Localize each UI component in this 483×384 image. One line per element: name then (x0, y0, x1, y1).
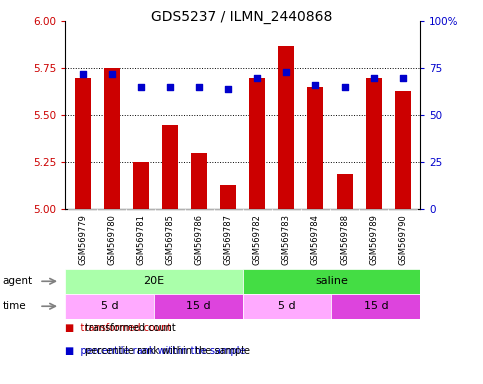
Bar (104, 68, 120, 209)
Bar (395, 91, 411, 209)
Text: GSM569783: GSM569783 (282, 214, 291, 265)
Bar (65, 269, 242, 294)
Bar (388, 209, 417, 269)
Bar (242, 269, 420, 294)
Text: 20E: 20E (143, 276, 165, 286)
Text: percentile rank within the sample: percentile rank within the sample (85, 346, 250, 356)
Text: GSM569790: GSM569790 (398, 214, 407, 265)
Point (224, 86, 232, 92)
Point (312, 82, 319, 88)
Bar (65, 294, 154, 319)
Bar (97, 209, 127, 269)
Text: GSM569786: GSM569786 (195, 214, 203, 265)
Bar (337, 174, 353, 209)
Bar (278, 46, 294, 209)
Text: GSM569780: GSM569780 (107, 214, 116, 265)
Point (79, 71, 86, 77)
Text: saline: saline (315, 276, 348, 286)
Bar (127, 209, 156, 269)
Text: GDS5237 / ILMN_2440868: GDS5237 / ILMN_2440868 (151, 10, 332, 23)
Text: GSM569789: GSM569789 (369, 214, 378, 265)
Bar (68, 209, 97, 269)
Bar (154, 294, 243, 319)
Text: GSM569788: GSM569788 (340, 214, 349, 265)
Bar (308, 87, 324, 209)
Bar (366, 78, 382, 209)
Point (341, 84, 348, 90)
Bar (242, 294, 331, 319)
Point (137, 84, 145, 90)
Point (195, 84, 203, 90)
Text: GSM569782: GSM569782 (253, 214, 262, 265)
Point (370, 74, 378, 81)
Bar (359, 209, 388, 269)
Bar (213, 209, 243, 269)
Text: agent: agent (2, 276, 32, 286)
Point (399, 74, 407, 81)
Text: 15 d: 15 d (186, 301, 211, 311)
Point (166, 84, 174, 90)
Text: time: time (2, 301, 26, 311)
Text: GSM569779: GSM569779 (78, 214, 87, 265)
Bar (156, 209, 185, 269)
Text: GSM569785: GSM569785 (166, 214, 174, 265)
Point (254, 74, 261, 81)
Text: 5 d: 5 d (101, 301, 118, 311)
Text: 15 d: 15 d (364, 301, 388, 311)
Bar (185, 209, 213, 269)
Text: transformed count: transformed count (85, 323, 175, 333)
Bar (191, 153, 207, 209)
Point (108, 71, 115, 77)
Bar (162, 124, 178, 209)
Bar (301, 209, 330, 269)
Bar (75, 78, 91, 209)
Text: GSM569787: GSM569787 (224, 214, 233, 265)
Bar (249, 78, 265, 209)
Point (283, 69, 290, 75)
Bar (133, 162, 149, 209)
Text: GSM569781: GSM569781 (136, 214, 145, 265)
Bar (272, 209, 301, 269)
Text: 5 d: 5 d (278, 301, 296, 311)
Text: ■  transformed count: ■ transformed count (65, 323, 171, 333)
Bar (330, 209, 359, 269)
Text: ■  percentile rank within the sample: ■ percentile rank within the sample (65, 346, 246, 356)
Bar (220, 185, 236, 209)
Text: GSM569784: GSM569784 (311, 214, 320, 265)
Bar (243, 209, 272, 269)
Bar (331, 294, 420, 319)
